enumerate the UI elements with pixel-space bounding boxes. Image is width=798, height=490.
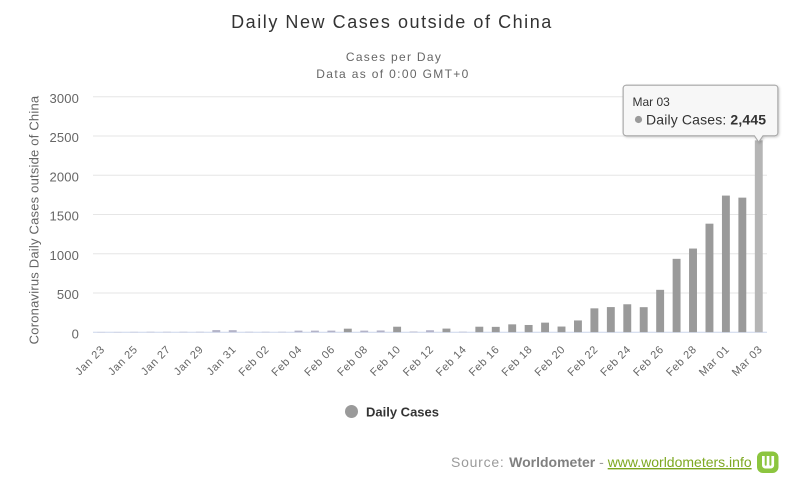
svg-text:Daily Cases: 2,445: Daily Cases: 2,445 bbox=[646, 112, 766, 128]
svg-text:3000: 3000 bbox=[49, 91, 79, 106]
svg-text:Daily Cases: Daily Cases bbox=[366, 405, 439, 420]
svg-text:Source: Worldometer - www.worl: Source: Worldometer - www.worldometers.i… bbox=[451, 454, 752, 470]
svg-text:Daily New Cases outside of Chi: Daily New Cases outside of China bbox=[231, 12, 553, 32]
svg-text:1500: 1500 bbox=[49, 209, 79, 224]
svg-text:0: 0 bbox=[72, 326, 79, 341]
svg-text:Coronavirus Daily Cases outsid: Coronavirus Daily Cases outside of China bbox=[27, 95, 42, 344]
svg-text:2000: 2000 bbox=[49, 169, 79, 184]
svg-text:500: 500 bbox=[57, 287, 79, 302]
svg-text:2500: 2500 bbox=[49, 130, 79, 145]
svg-text:Data as of 0:00 GMT+0: Data as of 0:00 GMT+0 bbox=[316, 67, 469, 81]
svg-text:Cases per Day: Cases per Day bbox=[346, 50, 442, 64]
svg-text:1000: 1000 bbox=[49, 248, 79, 263]
svg-text:Mar 03: Mar 03 bbox=[633, 95, 671, 109]
